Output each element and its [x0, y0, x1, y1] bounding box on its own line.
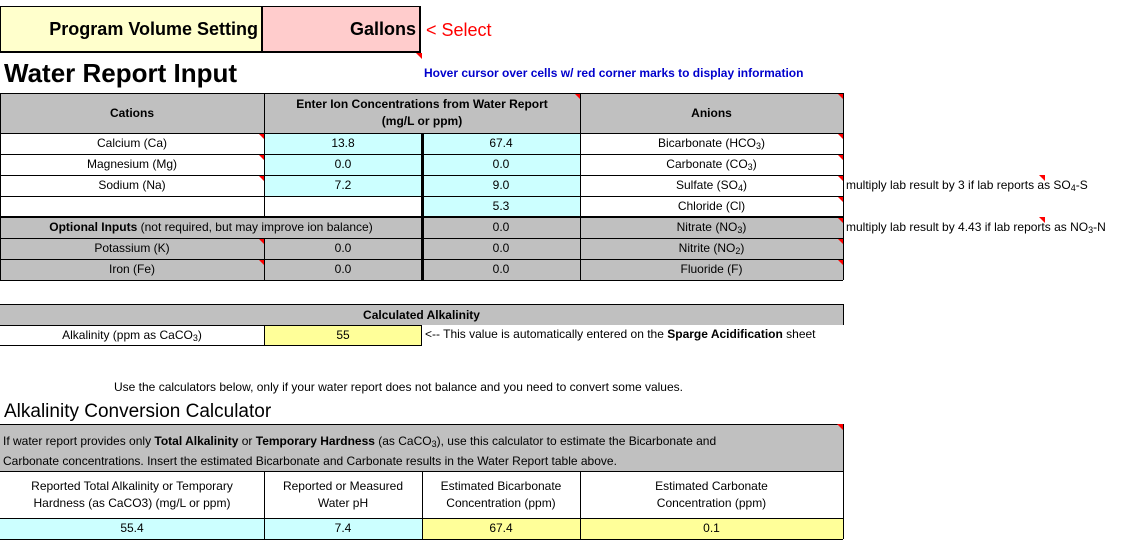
anion-name: Nitrate (NO3): [580, 217, 843, 238]
comment-mark-icon[interactable]: [837, 93, 843, 99]
concentration-header: Enter Ion Concentrations from Water Repo…: [264, 93, 580, 133]
comment-mark-icon[interactable]: [837, 238, 843, 244]
select-hint: < Select: [426, 20, 492, 40]
comment-mark-icon[interactable]: [1039, 217, 1045, 223]
optional-inputs-label: Optional Inputs (not required, but may i…: [0, 217, 422, 238]
cation-name: [0, 196, 264, 217]
comment-mark-icon[interactable]: [837, 196, 843, 202]
cation-value-input[interactable]: 7.2: [264, 175, 422, 196]
cation-name: Sodium (Na): [98, 178, 166, 192]
anion-value-input[interactable]: 0.0: [422, 154, 580, 175]
comment-mark-icon[interactable]: [416, 53, 422, 59]
anion-name: Carbonate (CO3): [666, 157, 757, 172]
comment-mark-icon[interactable]: [1039, 175, 1045, 181]
estimated-carbonate-value: 0.1: [580, 518, 843, 539]
comment-mark-icon[interactable]: [258, 259, 264, 265]
comment-mark-icon[interactable]: [258, 238, 264, 244]
col-total-alkalinity-header: Reported Total Alkalinity or Temporary Ha…: [31, 479, 233, 510]
alkalinity-value: 55: [264, 325, 422, 346]
volume-unit-value: Gallons: [349, 18, 416, 39]
anion-name: Sulfate (SO4): [675, 178, 748, 193]
anion-value-input[interactable]: 5.3: [422, 196, 580, 217]
comment-mark-icon[interactable]: [258, 133, 264, 139]
cation-value-input[interactable]: 13.8: [264, 133, 422, 154]
comment-mark-icon[interactable]: [258, 175, 264, 181]
comment-mark-icon[interactable]: [837, 217, 843, 223]
converter-title: Alkalinity Conversion Calculator: [4, 401, 272, 422]
alkalinity-note: <-- This value is automatically entered …: [425, 327, 816, 341]
volume-unit-dropdown[interactable]: Gallons: [263, 6, 421, 53]
anion-value-input[interactable]: 0.0: [422, 238, 580, 259]
cation-value-input[interactable]: 0.0: [264, 259, 422, 280]
anion-value-input[interactable]: 0.0: [422, 217, 580, 238]
anion-name: Nitrite (NO2): [580, 238, 843, 259]
hover-hint: Hover cursor over cells w/ red corner ma…: [424, 66, 804, 80]
nitrate-note: multiply lab result by 4.43 if lab repor…: [846, 220, 1106, 235]
cation-name: Iron (Fe): [0, 259, 264, 280]
cation-name: Magnesium (Mg): [86, 157, 178, 171]
cation-value-input[interactable]: 0.0: [264, 154, 422, 175]
col-bicarbonate-header: Estimated Bicarbonate Concentration (ppm): [440, 479, 562, 510]
anion-value-input[interactable]: 9.0: [422, 175, 580, 196]
anion-name: Fluoride (F): [580, 259, 843, 280]
program-volume-label-cell: Program Volume Setting: [0, 6, 263, 53]
cation-name: Calcium (Ca): [96, 136, 167, 150]
calculated-alkalinity-header: Calculated Alkalinity: [0, 304, 843, 325]
comment-mark-icon[interactable]: [837, 424, 843, 430]
cations-header: Cations: [0, 93, 264, 133]
page-title: Water Report Input: [4, 58, 238, 88]
col-carbonate-header: Estimated Carbonate Concentration (ppm): [655, 479, 768, 510]
comment-mark-icon[interactable]: [837, 154, 843, 160]
calculators-hint: Use the calculators below, only if your …: [114, 380, 683, 394]
estimated-bicarbonate-value: 67.4: [422, 518, 580, 539]
ph-input[interactable]: 7.4: [264, 518, 422, 539]
col-ph-header: Reported or Measured Water pH: [282, 479, 404, 510]
comment-mark-icon[interactable]: [258, 154, 264, 160]
sulfate-note: multiply lab result by 3 if lab reports …: [846, 178, 1088, 193]
anion-value-input[interactable]: 67.4: [422, 133, 580, 154]
comment-mark-icon[interactable]: [837, 259, 843, 265]
comment-mark-icon[interactable]: [837, 133, 843, 139]
anion-name: Bicarbonate (HCO3): [657, 136, 766, 151]
converter-description: If water report provides only Total Alka…: [0, 424, 843, 472]
anion-name: Chloride (Cl): [677, 199, 746, 213]
cation-name: Potassium (K): [0, 238, 264, 259]
anions-header: Anions: [580, 93, 843, 133]
anion-value-input[interactable]: 0.0: [422, 259, 580, 280]
cation-value-input[interactable]: 0.0: [264, 238, 422, 259]
total-alkalinity-input[interactable]: 55.4: [0, 518, 264, 539]
alkalinity-label: Alkalinity (ppm as CaCO3): [0, 325, 264, 346]
comment-mark-icon[interactable]: [574, 93, 580, 99]
comment-mark-icon[interactable]: [837, 175, 843, 181]
program-volume-label: Program Volume Setting: [49, 18, 258, 39]
